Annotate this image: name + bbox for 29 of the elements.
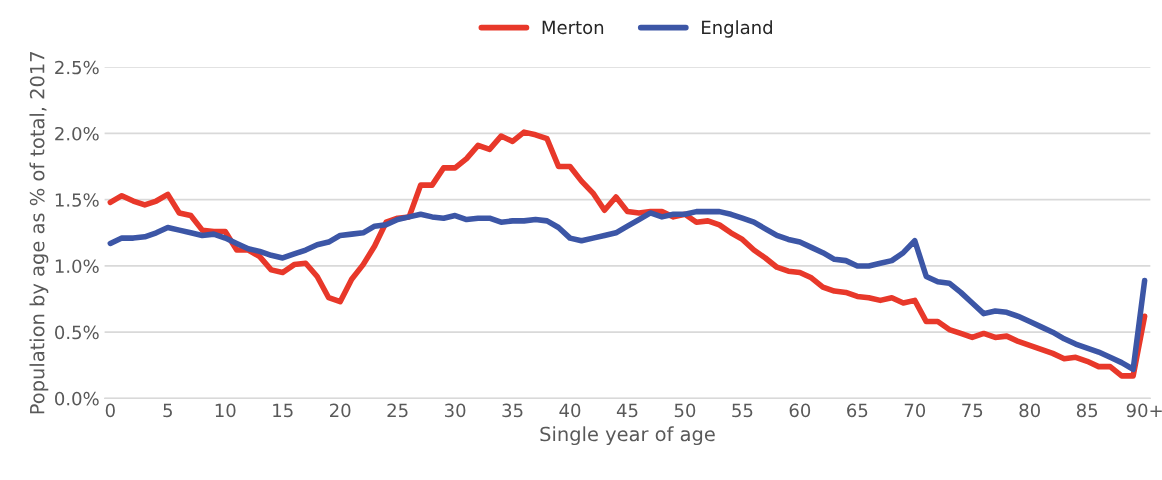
legend-label: Merton	[542, 20, 604, 35]
y-tick-label: 1.5%	[55, 193, 99, 207]
y-tick-label: 1.0%	[55, 259, 99, 274]
y-tick-label: 2.5%	[55, 60, 99, 75]
y-axis-title: Population by age as % of total, 2017	[29, 52, 49, 414]
x-tick-label: 65	[847, 403, 868, 418]
x-tick-label: 80	[1019, 403, 1040, 418]
x-tick-label: 25	[387, 403, 408, 418]
x-tick-label: 30	[444, 403, 466, 418]
y-tick-label: 2.0%	[55, 126, 99, 141]
x-tick-label: 70	[904, 403, 926, 418]
x-tick-label: 40	[559, 403, 581, 418]
x-tick-label: 55	[732, 403, 753, 418]
x-tick-label: 50	[674, 403, 696, 418]
x-tick-label: 45	[616, 403, 638, 418]
legend-label: England	[702, 20, 772, 38]
y-tick-label: 0.5%	[55, 325, 99, 340]
x-tick-label: 90+	[1126, 403, 1162, 418]
x-tick-label: 5	[163, 403, 172, 418]
y-tick-label: 0.0%	[55, 391, 99, 406]
x-axis-title: Single year of age	[540, 426, 715, 446]
x-tick-label: 85	[1076, 403, 1098, 418]
x-tick-label: 35	[502, 403, 523, 418]
x-tick-label: 20	[330, 403, 351, 418]
x-tick-label: 0	[105, 403, 115, 418]
x-tick-label: 15	[273, 403, 293, 418]
x-tick-label: 75	[962, 403, 983, 418]
x-tick-label: 10	[215, 403, 236, 418]
x-tick-label: 60	[789, 403, 811, 418]
